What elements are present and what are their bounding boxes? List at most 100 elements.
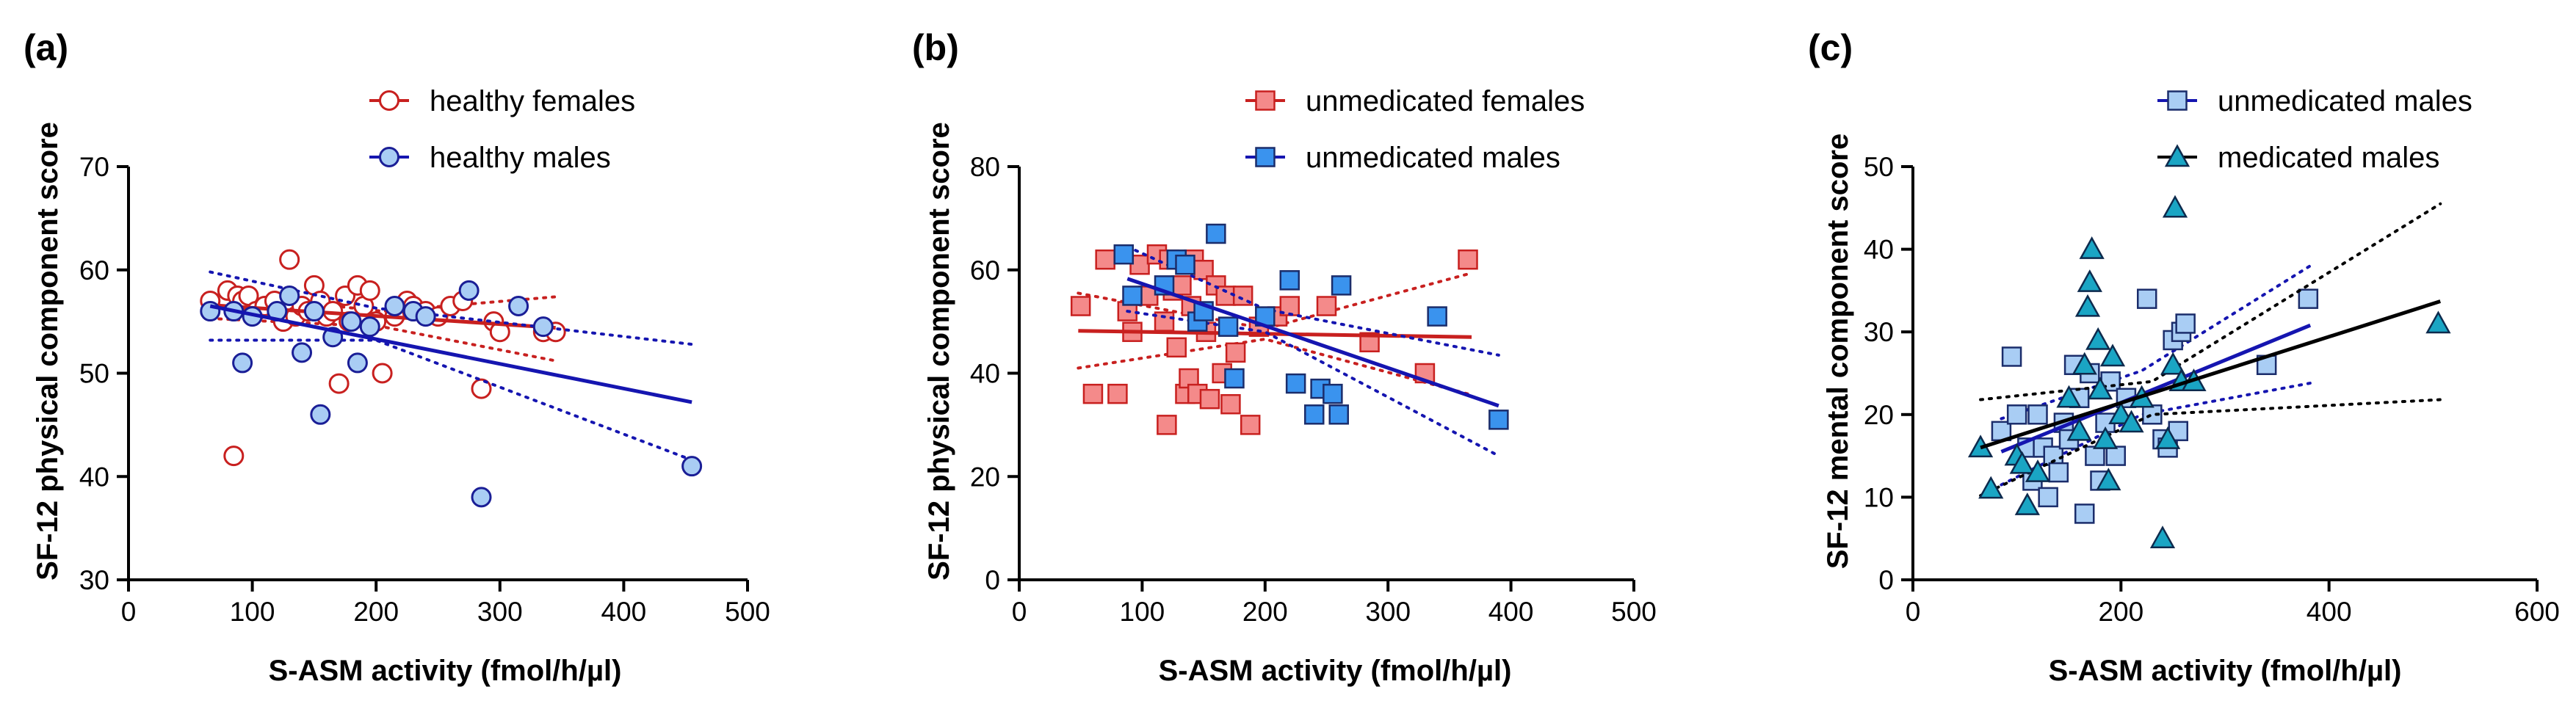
legend-marker [2167,90,2188,111]
series-unmedicated-females [1070,244,1478,435]
data-point [2099,343,2126,367]
data-point [2425,310,2451,334]
data-point [1082,383,1104,404]
data-point [2105,446,2126,466]
data-point [2175,313,2196,334]
data-point [1232,286,1253,306]
legend-entry: medicated males [2157,142,2439,174]
data-point [2077,269,2102,292]
data-point [2009,451,2035,474]
x-tick-label: 300 [1365,597,1411,627]
y-tick-label: 30 [1864,317,1894,347]
ci-lower-band [1077,338,1474,397]
y-axis-label: SF-12 physical component score [923,122,955,581]
data-point [2160,352,2186,375]
y-tick-label: 20 [1864,400,1894,430]
panel-a: (a) 30 40 50 60 70 0 100 200 300 400 500 S-ASM activ… [23,27,770,687]
data-point [1225,342,1246,363]
data-point [1279,296,1300,316]
data-point [359,316,380,338]
data-point [2137,288,2157,309]
regression-line [209,304,692,404]
data-point [2142,404,2163,425]
x-tick-label: 200 [2098,597,2143,627]
ci-upper-band [209,270,694,346]
data-point [2162,194,2188,218]
data-point [1166,337,1187,358]
x-tick-label: 400 [1488,597,1534,627]
regression-line [2000,323,2312,454]
y-tick-label: 20 [970,462,1000,492]
panel-letter: (c) [1808,27,1853,68]
data-point [2001,346,2022,367]
data-point [471,487,492,508]
data-point [310,404,331,425]
y-axis-label: SF-12 physical component score [32,122,64,581]
y-tick-label: 70 [79,152,109,182]
data-point [2072,352,2097,375]
data-point [2085,327,2111,350]
ci-upper-band [1979,202,2442,401]
panel-letter: (a) [23,27,68,68]
data-point [292,342,313,363]
data-point [279,285,300,306]
data-point [1427,306,1447,327]
data-point [2079,236,2105,259]
y-axis-label: SF-12 mental component score [1822,134,1854,569]
data-point [2085,446,2105,466]
y-tick-label: 40 [79,462,109,492]
data-point [1220,393,1241,415]
data-point [1458,249,1478,270]
y-tick-label: 80 [970,152,1000,182]
data-point [1095,249,1115,270]
panel-letter: (b) [912,27,959,68]
y-tick-label: 40 [970,359,1000,389]
data-point [1199,388,1220,410]
data-point [1171,275,1192,296]
y-tick-label: 40 [1864,235,1894,265]
legend-marker [2164,144,2190,167]
y-tick-label: 50 [79,359,109,389]
data-point [1328,404,1349,425]
series-unmedicated-males [1113,223,1509,458]
x-axis-label: S-ASM activity (fmol/h/µl) [2049,655,2402,687]
regression-line [1078,329,1472,339]
x-tick-label: 500 [725,597,770,627]
y-tick-label: 10 [1864,482,1894,512]
data-point [2096,468,2121,491]
x-tick-label: 300 [477,597,523,627]
data-point [415,306,436,327]
data-point [2006,404,2027,425]
data-point [303,301,325,322]
regression-line [1980,299,2442,450]
y-tick-label: 30 [79,565,109,595]
legend-entry: unmedicated males [1245,142,1560,174]
legend-marker [1255,90,1276,111]
x-tick-label: 0 [121,597,137,627]
data-point [1285,373,1306,394]
legend-entry: healthy males [369,142,611,174]
data-point [1240,415,1261,435]
x-axis-label: S-ASM activity (fmol/h/µl) [1159,655,1512,687]
data-point [1304,404,1325,425]
data-point [200,301,221,322]
data-point [1157,415,1177,435]
legend-label: healthy females [430,85,635,117]
legend-entry: healthy females [369,85,635,117]
data-point [2066,418,2092,441]
ci-lower-band [209,316,557,363]
legend-entry: unmedicated females [1245,85,1585,117]
legend-label: unmedicated males [1306,142,1560,174]
data-point [328,373,350,394]
data-point [1488,410,1509,430]
data-point [1122,286,1143,306]
data-point [2298,288,2319,309]
x-tick-label: 100 [1120,597,1165,627]
series-medicated-males [1967,194,2451,548]
data-point [1224,368,1245,389]
y-tick-label: 0 [1878,565,1894,595]
regression-line [1126,277,1499,408]
legend-label: healthy males [430,142,611,174]
ci-upper-band [2000,264,2312,421]
